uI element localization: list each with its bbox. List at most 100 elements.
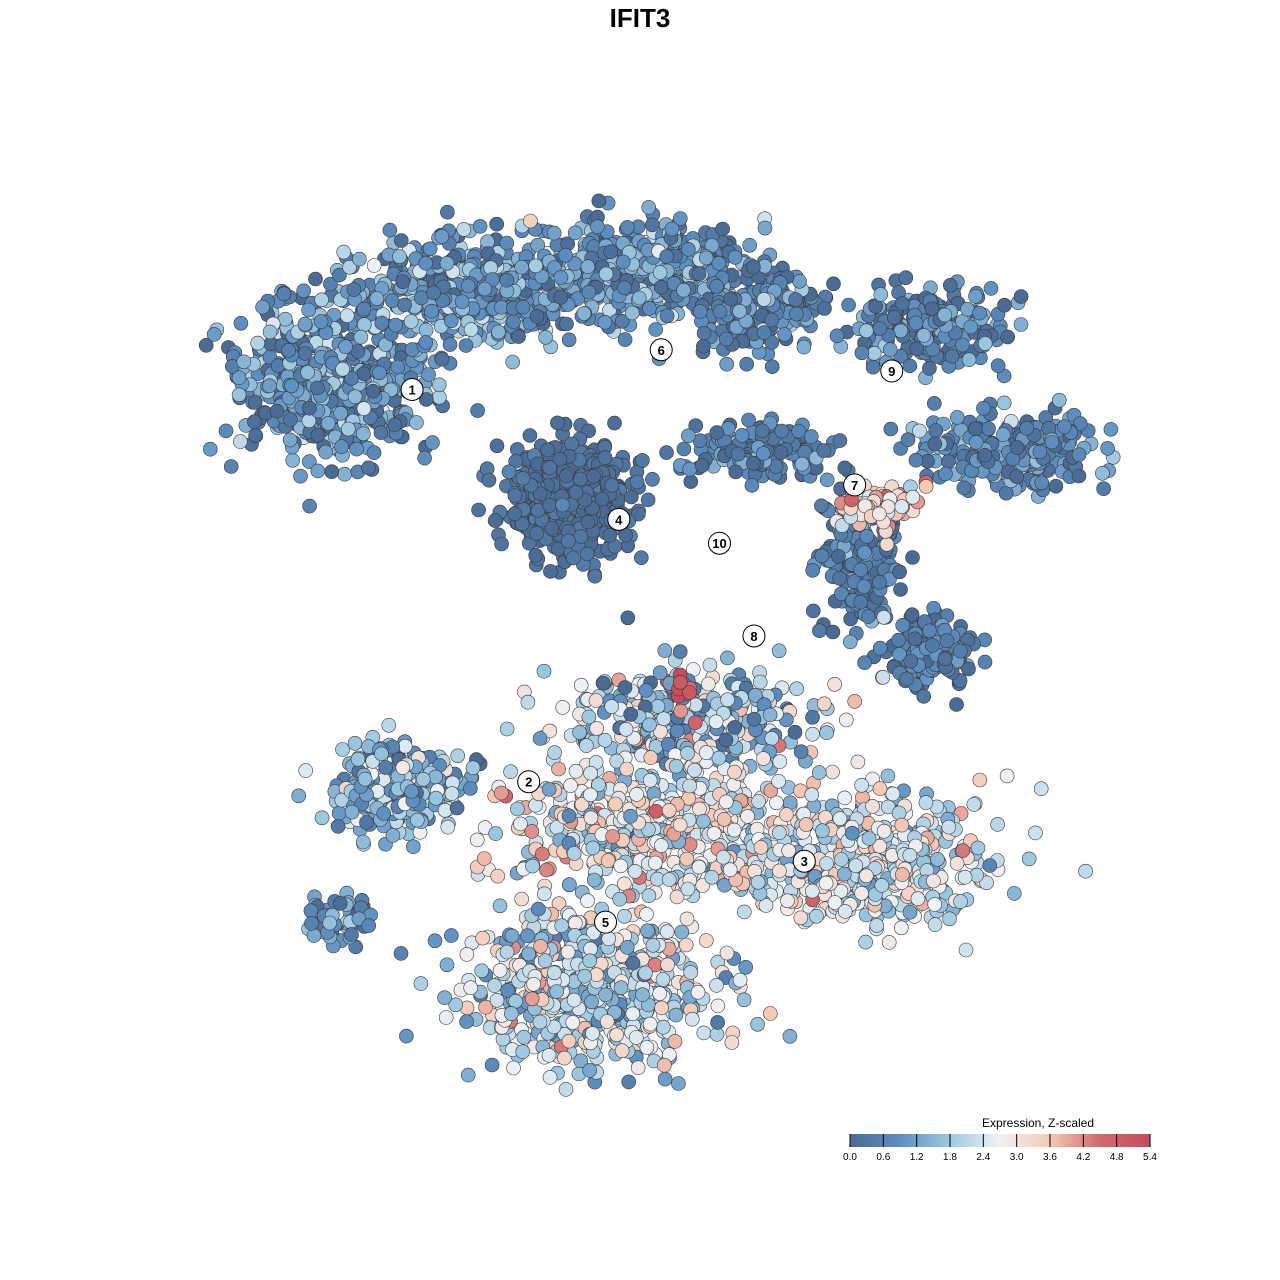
data-point <box>652 265 668 280</box>
data-point <box>640 492 656 508</box>
data-point <box>563 778 578 793</box>
data-point <box>616 876 632 892</box>
data-point <box>942 911 957 927</box>
data-point <box>668 758 684 774</box>
data-point <box>501 464 517 480</box>
data-point <box>335 742 350 757</box>
data-point <box>1057 419 1072 435</box>
data-point <box>615 254 631 270</box>
data-point <box>814 548 830 564</box>
data-point <box>310 427 326 443</box>
data-point <box>891 632 906 648</box>
data-point <box>793 744 809 760</box>
data-point <box>1021 851 1037 867</box>
data-point <box>603 244 619 260</box>
data-point <box>825 624 841 640</box>
data-point <box>540 442 555 458</box>
data-point <box>741 412 756 428</box>
data-point <box>503 764 518 780</box>
data-point <box>981 421 996 436</box>
data-point <box>352 251 367 267</box>
data-point <box>409 812 425 828</box>
data-point <box>865 799 880 814</box>
data-point <box>392 249 407 264</box>
data-point <box>472 219 488 234</box>
data-point <box>572 725 587 740</box>
data-point <box>691 266 707 282</box>
data-point <box>567 225 583 241</box>
data-point <box>837 790 853 806</box>
data-point <box>907 631 923 647</box>
data-point <box>277 311 293 327</box>
data-point <box>982 858 998 873</box>
data-point <box>553 289 569 305</box>
data-point <box>476 851 492 866</box>
data-point <box>356 317 372 332</box>
data-point <box>284 378 299 394</box>
data-point <box>233 315 249 331</box>
data-point <box>499 272 515 288</box>
data-point <box>961 352 977 368</box>
data-point <box>894 499 910 514</box>
data-point <box>418 322 434 338</box>
data-point <box>555 497 570 513</box>
data-point <box>711 255 727 271</box>
data-point <box>727 720 743 735</box>
data-point <box>366 445 382 461</box>
data-point <box>1013 289 1029 304</box>
data-point <box>598 266 614 282</box>
data-point <box>355 834 371 850</box>
data-point <box>422 241 438 257</box>
data-point <box>880 768 896 784</box>
data-point <box>418 255 434 271</box>
data-point <box>739 356 755 372</box>
data-point <box>861 831 877 846</box>
data-point <box>659 249 675 264</box>
data-point <box>520 694 536 710</box>
data-point <box>746 259 761 275</box>
data-point <box>1006 886 1022 901</box>
data-point <box>439 255 455 271</box>
data-point <box>740 809 755 824</box>
data-point <box>627 864 643 879</box>
data-point <box>723 291 738 307</box>
data-point <box>966 797 982 812</box>
data-point <box>581 709 597 725</box>
data-point <box>1103 422 1119 437</box>
data-point <box>365 383 381 399</box>
data-point <box>418 335 434 350</box>
data-point <box>492 898 508 914</box>
data-point <box>716 811 732 827</box>
data-point <box>619 220 635 235</box>
data-point <box>756 292 772 307</box>
data-point <box>718 732 734 748</box>
data-point <box>1052 392 1067 408</box>
data-point <box>607 415 622 431</box>
data-point <box>376 806 392 821</box>
data-point <box>372 365 387 381</box>
data-point <box>514 259 530 275</box>
data-point <box>477 281 493 297</box>
data-point <box>691 859 707 875</box>
data-point <box>460 278 476 294</box>
data-point <box>687 762 702 778</box>
data-point <box>340 421 356 437</box>
data-point <box>664 221 680 237</box>
data-point <box>638 683 654 698</box>
data-point <box>998 485 1014 501</box>
data-point <box>581 284 597 300</box>
data-point <box>568 763 584 779</box>
data-point <box>247 414 262 430</box>
data-point <box>374 315 390 331</box>
data-point <box>282 432 298 448</box>
data-point <box>712 304 728 319</box>
data-point <box>990 358 1006 374</box>
data-point <box>313 314 329 329</box>
data-point <box>587 568 603 584</box>
data-point <box>536 886 552 902</box>
data-point <box>285 452 301 468</box>
data-point <box>1044 434 1060 450</box>
data-point <box>547 745 562 760</box>
data-point <box>490 868 506 884</box>
